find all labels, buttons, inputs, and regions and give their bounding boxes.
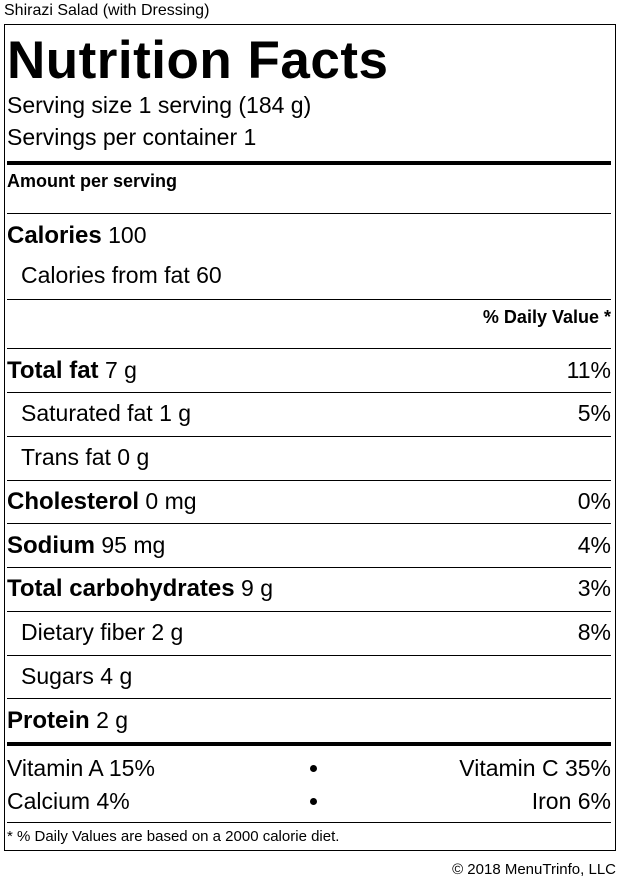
nutrient-daily-value: 3% — [577, 575, 611, 601]
nutrient-row-total-carbohydrates: Total carbohydrates 9 g 3% — [7, 573, 611, 603]
nutrient-amount: 7 g — [104, 357, 137, 383]
nutrient-row-cholesterol: Cholesterol 0 mg 0% — [7, 486, 611, 516]
nutrient-label: Trans fat 0 g — [21, 444, 150, 470]
calories-from-fat-row: Calories from fat 60 — [7, 260, 611, 290]
nutrient-label: Protein — [7, 707, 90, 734]
nutrient-row-trans-fat: Trans fat 0 g — [7, 442, 611, 472]
panel-title: Nutrition Facts — [7, 31, 389, 90]
nutrient-amount: 95 mg — [101, 532, 166, 558]
calories-value: 100 — [108, 222, 147, 248]
divider — [7, 822, 611, 823]
nutrient-label: Sugars 4 g — [21, 663, 133, 689]
nutrient-label: Cholesterol — [7, 488, 140, 515]
divider — [7, 213, 611, 214]
vitamin-left: Calcium 4% — [7, 788, 130, 814]
nutrient-daily-value: 11% — [566, 357, 611, 383]
nutrient-amount: 9 g — [241, 575, 273, 601]
servings-per-container: Servings per container 1 — [7, 124, 257, 150]
nutrient-row-saturated-fat: Saturated fat 1 g 5% — [7, 398, 611, 428]
vitamin-row: Vitamin A 15% Vitamin C 35% — [7, 754, 611, 782]
amount-per-serving-label: Amount per serving — [7, 171, 178, 191]
nutrition-facts-panel: Nutrition Facts Serving size 1 serving (… — [4, 24, 616, 851]
nutrient-label: Dietary fiber 2 g — [21, 619, 184, 645]
nutrient-row-protein: Protein 2 g — [7, 705, 611, 735]
divider — [7, 523, 611, 524]
vitamin-row: Calcium 4% Iron 6% — [7, 787, 611, 815]
divider — [7, 392, 611, 393]
nutrient-label: Sodium — [7, 532, 95, 559]
copyright-notice: © 2018 MenuTrinfo, LLC — [452, 861, 616, 878]
divider-thick — [7, 742, 611, 746]
calories-row: Calories 100 — [7, 220, 611, 250]
nutrient-row-sugars: Sugars 4 g — [7, 661, 611, 691]
divider — [7, 436, 611, 437]
divider — [7, 348, 611, 349]
nutrient-row-total-fat: Total fat 7 g 11% — [7, 355, 611, 385]
nutrient-amount: 2 g — [96, 707, 129, 733]
divider — [7, 655, 611, 656]
vitamin-right: Iron 6% — [531, 788, 611, 814]
divider — [7, 611, 611, 612]
divider — [7, 698, 611, 699]
nutrient-daily-value: 4% — [577, 532, 611, 558]
divider — [7, 480, 611, 481]
calories-from-fat: Calories from fat 60 — [21, 262, 222, 288]
divider — [7, 299, 611, 300]
nutrient-row-sodium: Sodium 95 mg 4% — [7, 530, 611, 560]
serving-size: Serving size 1 serving (184 g) — [7, 92, 312, 118]
nutrient-daily-value: 0% — [577, 488, 611, 514]
nutrient-label: Total fat — [7, 357, 99, 384]
vitamin-left: Vitamin A 15% — [7, 755, 155, 781]
vitamin-right: Vitamin C 35% — [459, 755, 611, 781]
nutrient-label: Saturated fat 1 g — [21, 400, 192, 426]
nutrient-label: Total carbohydrates — [7, 575, 235, 602]
nutrient-row-dietary-fiber: Dietary fiber 2 g 8% — [7, 617, 611, 647]
nutrient-amount: 0 mg — [145, 488, 197, 514]
calories-label: Calories — [7, 222, 102, 249]
daily-value-header: % Daily Value * — [482, 307, 611, 327]
nutrient-daily-value: 8% — [577, 619, 611, 645]
bullet-icon — [310, 798, 317, 805]
divider — [7, 567, 611, 568]
nutrient-daily-value: 5% — [577, 400, 611, 426]
divider-thick — [7, 161, 611, 165]
recipe-caption: Shirazi Salad (with Dressing) — [4, 2, 210, 19]
bullet-icon — [310, 765, 317, 772]
daily-value-footnote: * % Daily Values are based on a 2000 cal… — [7, 828, 340, 845]
